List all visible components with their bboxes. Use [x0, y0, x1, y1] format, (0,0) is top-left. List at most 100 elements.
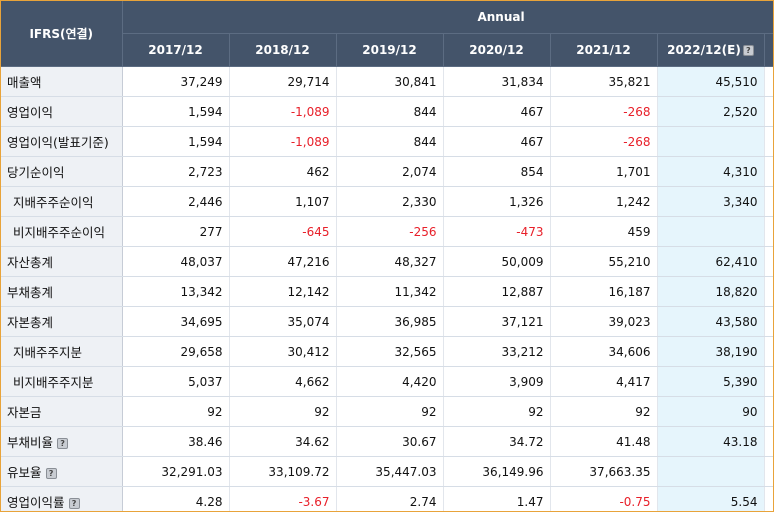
row-label-cell[interactable]: 자본총계: [1, 306, 123, 337]
value-cell: 48,327: [336, 246, 444, 277]
value-cell: 1,242: [550, 186, 658, 217]
row-label: 비지배주주순이익: [13, 225, 106, 240]
value-cell: 459: [550, 216, 658, 247]
value-cell: 1,326: [443, 186, 551, 217]
row-label: 자본총계: [7, 315, 54, 330]
row-label-cell[interactable]: 부채비율?: [1, 426, 123, 457]
extra-cell: [764, 366, 773, 397]
row-label-cell[interactable]: 지배주주지분: [1, 336, 123, 367]
value-cell: 31,834: [443, 66, 551, 97]
table-row: 지배주주순이익 2,446 1,107 2,330 1,326 1,242 3,340: [1, 186, 773, 217]
value-cell: 1,701: [550, 156, 658, 187]
value-cell: 37,663.35: [550, 456, 658, 487]
table-row: 영업이익(발표기준) 1,594 -1,089 844 467 -268: [1, 126, 773, 157]
value-cell: 16,187: [550, 276, 658, 307]
value-cell: 36,985: [336, 306, 444, 337]
value-cell: 12,142: [229, 276, 337, 307]
value-cell: 34,695: [122, 306, 230, 337]
value-cell: 35,447.03: [336, 456, 444, 487]
value-cell: 92: [229, 396, 337, 427]
row-label: 영업이익률: [7, 495, 65, 510]
value-cell: 3,909: [443, 366, 551, 397]
value-cell: 36,149.96: [443, 456, 551, 487]
extra-cell: [764, 216, 773, 247]
help-icon[interactable]: ?: [742, 45, 754, 56]
table-row: 부채총계 13,342 12,142 11,342 12,887 16,187 18,820: [1, 276, 773, 307]
row-label: 자본금: [7, 405, 42, 420]
help-icon[interactable]: ?: [57, 438, 69, 449]
value-cell: 2,723: [122, 156, 230, 187]
extra-cell: [764, 456, 773, 487]
value-cell: 4,420: [336, 366, 444, 397]
value-cell: 12,887: [443, 276, 551, 307]
extra-cell: [764, 336, 773, 367]
table-row: 영업이익률? 4.28 -3.67 2.74 1.47 -0.75 5.54: [1, 486, 773, 511]
row-label-cell[interactable]: 비지배주주지분: [1, 366, 123, 397]
value-cell: 47,216: [229, 246, 337, 277]
value-cell: 39,023: [550, 306, 658, 337]
value-cell: 4.28: [122, 486, 230, 511]
table-row: 지배주주지분 29,658 30,412 32,565 33,212 34,606 38,1…: [1, 336, 773, 367]
year-header: 2019/12: [336, 33, 444, 67]
row-label-cell[interactable]: 유보율?: [1, 456, 123, 487]
value-cell: 37,121: [443, 306, 551, 337]
row-label-cell[interactable]: 영업이익: [1, 96, 123, 127]
value-cell: 1,594: [122, 96, 230, 127]
row-label: 영업이익(발표기준): [7, 135, 109, 150]
row-label-cell[interactable]: 매출액: [1, 66, 123, 97]
value-cell: 4,417: [550, 366, 658, 397]
value-cell: 33,109.72: [229, 456, 337, 487]
value-cell: 467: [443, 96, 551, 127]
row-label-cell[interactable]: 자본금: [1, 396, 123, 427]
value-cell: 462: [229, 156, 337, 187]
row-label-cell[interactable]: 영업이익률?: [1, 486, 123, 511]
row-label-cell[interactable]: 당기순이익: [1, 156, 123, 187]
value-cell: 37,249: [122, 66, 230, 97]
value-cell: 854: [443, 156, 551, 187]
value-cell: 5,037: [122, 366, 230, 397]
value-cell: 2,074: [336, 156, 444, 187]
row-label-cell[interactable]: 비지배주주순이익: [1, 216, 123, 247]
estimate-value-cell: 43.18: [657, 426, 765, 457]
table-row: 영업이익 1,594 -1,089 844 467 -268 2,520: [1, 96, 773, 127]
value-cell: -0.75: [550, 486, 658, 511]
estimate-value-cell: 18,820: [657, 276, 765, 307]
extra-cell: [764, 486, 773, 511]
estimate-value-cell: 45,510: [657, 66, 765, 97]
extra-header: [764, 33, 773, 67]
estimate-value-cell: 5.54: [657, 486, 765, 511]
table-row: 유보율? 32,291.03 33,109.72 35,447.03 36,149.96…: [1, 456, 773, 487]
extra-cell: [764, 396, 773, 427]
extra-cell: [764, 126, 773, 157]
estimate-value-cell: [657, 216, 765, 247]
extra-cell: [764, 276, 773, 307]
row-label-cell[interactable]: 지배주주순이익: [1, 186, 123, 217]
value-cell: 30,412: [229, 336, 337, 367]
value-cell: 2,330: [336, 186, 444, 217]
value-cell: 30,841: [336, 66, 444, 97]
table-row: 비지배주주지분 5,037 4,662 4,420 3,909 4,417 5,390: [1, 366, 773, 397]
table-row: 매출액 37,249 29,714 30,841 31,834 35,821 45,510: [1, 66, 773, 97]
value-cell: 844: [336, 126, 444, 157]
value-cell: -268: [550, 126, 658, 157]
row-label-cell[interactable]: 자산총계: [1, 246, 123, 277]
row-label-cell[interactable]: 영업이익(발표기준): [1, 126, 123, 157]
row-label: 자산총계: [7, 255, 54, 270]
extra-cell: [764, 156, 773, 187]
value-cell: -645: [229, 216, 337, 247]
annual-header: Annual: [122, 1, 773, 34]
year-header: 2018/12: [229, 33, 337, 67]
help-icon[interactable]: ?: [45, 468, 57, 479]
value-cell: 38.46: [122, 426, 230, 457]
value-cell: 48,037: [122, 246, 230, 277]
extra-cell: [764, 306, 773, 337]
value-cell: 844: [336, 96, 444, 127]
extra-cell: [764, 66, 773, 97]
row-label-cell[interactable]: 부채총계: [1, 276, 123, 307]
value-cell: 55,210: [550, 246, 658, 277]
value-cell: 4,662: [229, 366, 337, 397]
value-cell: -268: [550, 96, 658, 127]
year-header: 2020/12: [443, 33, 551, 67]
help-icon[interactable]: ?: [68, 498, 80, 509]
